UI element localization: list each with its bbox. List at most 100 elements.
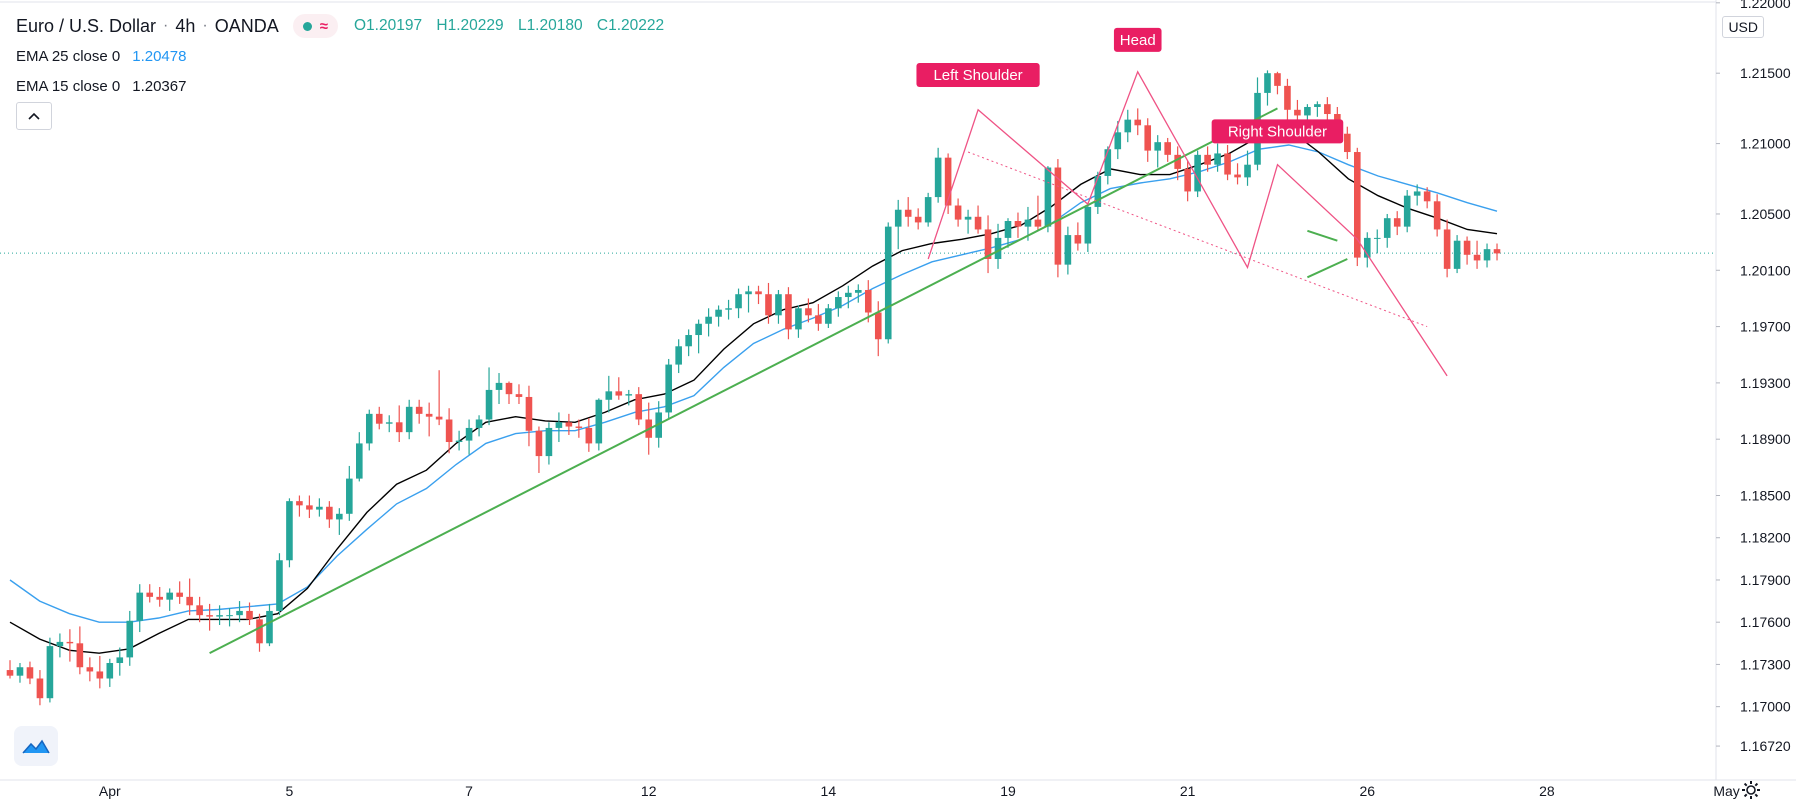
price-tick-label: 1.18500: [1740, 488, 1791, 504]
candle-body: [815, 315, 822, 324]
candle-body: [1274, 73, 1281, 86]
candle-body: [1443, 229, 1451, 269]
candle-body: [206, 615, 213, 617]
candle: [266, 603, 273, 647]
candle-body: [1034, 219, 1042, 227]
time-tick-label: 26: [1359, 783, 1375, 799]
candle: [735, 288, 742, 319]
symbol-name[interactable]: Euro / U.S. Dollar: [16, 15, 157, 36]
candle-body: [835, 297, 842, 309]
candle: [894, 199, 902, 250]
indicator-ema15[interactable]: EMA 15 close 0 1.20367: [16, 74, 674, 98]
candle: [755, 285, 762, 305]
market-status-badge[interactable]: ≈: [292, 14, 338, 38]
candle-body: [1284, 85, 1291, 110]
candle: [1174, 146, 1181, 181]
candle: [1463, 236, 1471, 265]
candle-body: [685, 335, 692, 347]
candle: [1224, 144, 1231, 181]
candle-body: [994, 237, 1002, 260]
candle: [415, 399, 423, 424]
candle-body: [56, 641, 64, 647]
candle-body: [934, 157, 942, 198]
candle-body: [1393, 218, 1401, 227]
candle-body: [715, 309, 722, 317]
candle: [435, 370, 443, 426]
collapse-legend-button[interactable]: [16, 102, 52, 130]
candle: [954, 198, 962, 227]
chevron-up-icon: [28, 112, 40, 120]
chart-legend: Euro / U.S. Dollar · 4h · OANDA ≈ O1.201…: [16, 14, 674, 98]
candle-body: [375, 413, 383, 424]
candle-body: [675, 346, 682, 365]
candle: [1034, 195, 1042, 231]
candle-body: [1463, 240, 1471, 255]
candle-body: [226, 615, 233, 617]
candle-body: [236, 610, 243, 616]
candle-body: [1324, 104, 1331, 115]
low-value: 1.20180: [526, 17, 583, 34]
candle-body: [845, 292, 852, 298]
candle: [845, 285, 852, 309]
candle: [156, 587, 163, 607]
tradingview-logo[interactable]: [14, 726, 58, 766]
candle: [1324, 97, 1331, 122]
candle: [705, 308, 712, 337]
candle-body: [286, 501, 293, 561]
candle-body: [545, 427, 553, 457]
candle-body: [515, 394, 523, 397]
candle: [1194, 150, 1201, 198]
candle: [765, 282, 772, 324]
candle: [405, 399, 413, 440]
uptrend-line: [209, 107, 1278, 655]
ema-layer: [9, 128, 1498, 654]
wedge-upper-line: [1307, 229, 1338, 242]
candle-body: [605, 391, 613, 400]
candle: [1403, 190, 1411, 233]
candle: [864, 280, 872, 323]
indicator-ema25[interactable]: EMA 25 close 0 1.20478: [16, 44, 674, 68]
candle-body: [485, 389, 493, 420]
cloud-logo-icon: [22, 739, 50, 754]
price-tick-label: 1.20500: [1740, 206, 1791, 222]
candle: [1453, 235, 1461, 274]
candle-body: [775, 294, 782, 316]
time-tick-label: 19: [1000, 783, 1016, 799]
candle: [365, 409, 373, 451]
candle-body: [336, 513, 343, 520]
candle: [465, 419, 473, 455]
candle-body: [1074, 235, 1082, 244]
timeframe[interactable]: 4h: [175, 15, 196, 36]
candle: [695, 319, 702, 354]
candle: [1264, 70, 1271, 106]
candle-body: [96, 671, 104, 679]
candle-body: [1204, 154, 1211, 165]
candle: [306, 495, 313, 519]
candle-body: [1403, 195, 1411, 227]
candle: [1274, 71, 1281, 95]
candle: [1433, 194, 1441, 237]
candle: [1084, 202, 1092, 252]
candle-body: [1354, 152, 1361, 258]
pattern-label-bg: [1113, 27, 1162, 52]
gear-icon[interactable]: [1741, 780, 1761, 800]
candle-body: [316, 506, 323, 510]
candle-body: [1304, 106, 1311, 116]
currency-badge[interactable]: USD: [1722, 16, 1764, 38]
candle-body: [306, 505, 313, 510]
drawings-layer: Left Shoulder Head Right Shoulder: [209, 27, 1448, 655]
candle-body: [166, 592, 173, 600]
candle: [485, 367, 493, 426]
candle-body: [1194, 154, 1201, 192]
indicator-value: 1.20367: [132, 77, 187, 95]
candle: [1134, 108, 1142, 136]
candle-body: [1084, 206, 1092, 244]
candle-body: [535, 430, 543, 457]
candle: [904, 197, 912, 227]
candle: [515, 384, 523, 405]
candle-body: [1483, 249, 1491, 261]
candle: [106, 658, 114, 687]
time-tick-label: 12: [641, 783, 657, 799]
